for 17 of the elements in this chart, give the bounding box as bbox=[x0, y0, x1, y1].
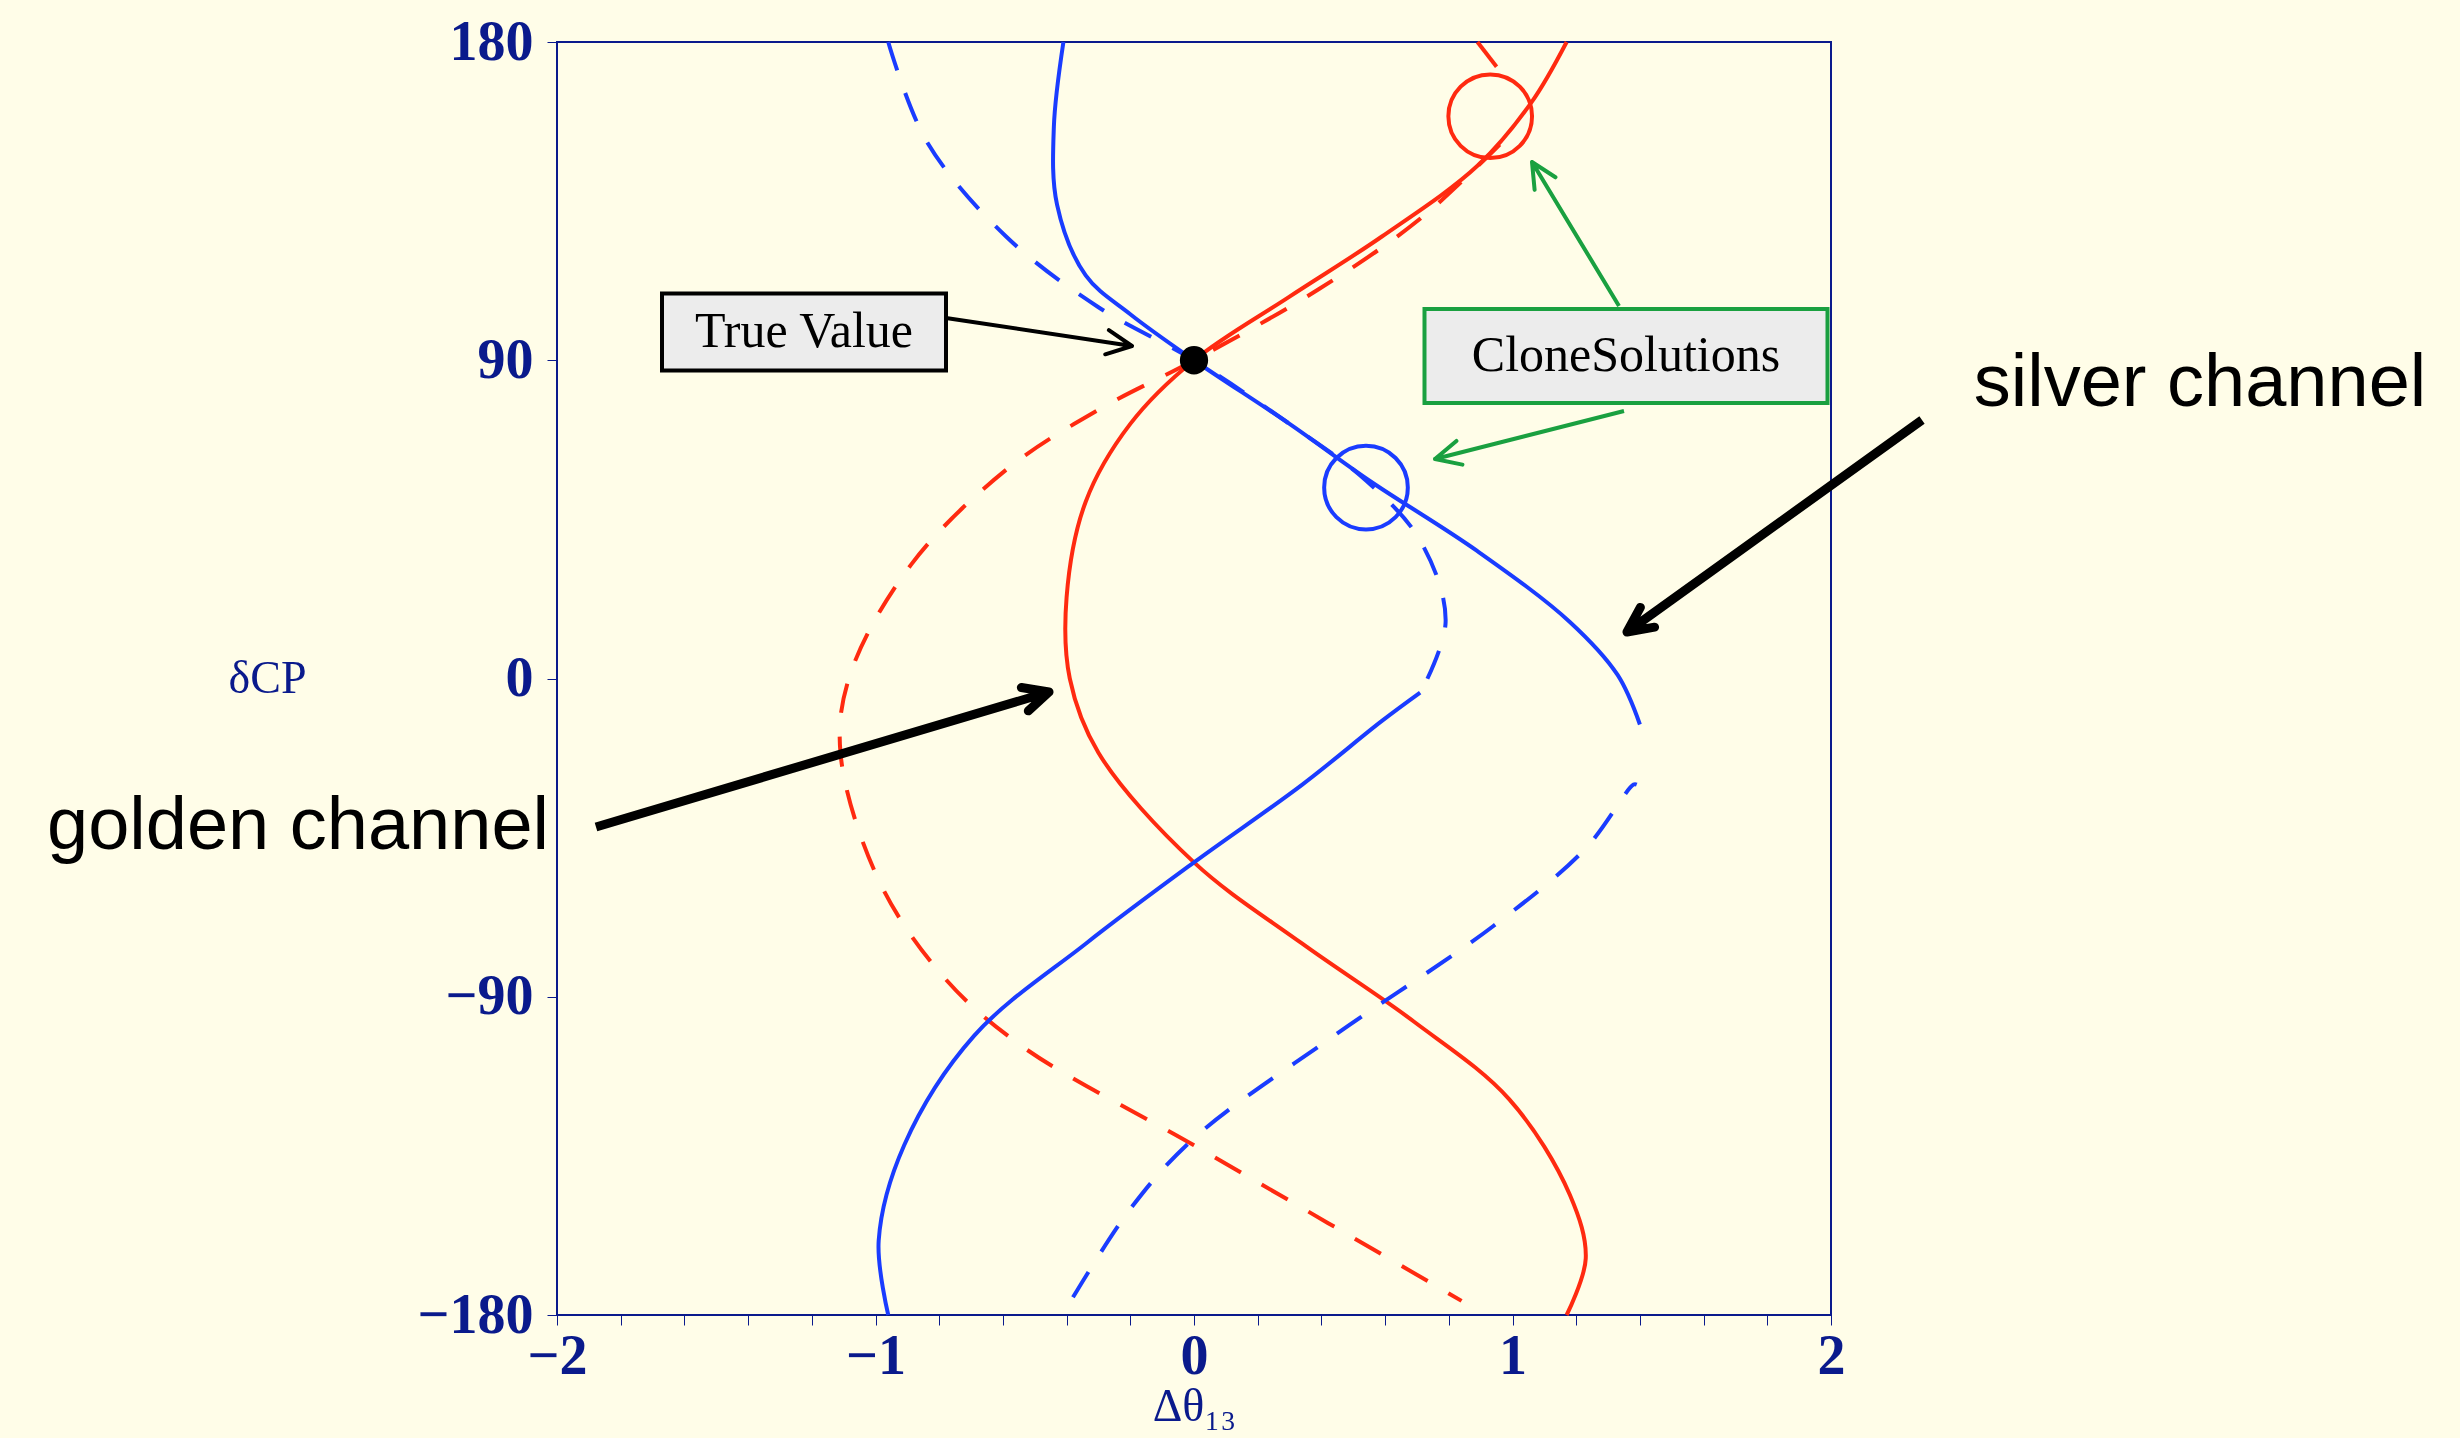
y-tick-label: 90 bbox=[477, 327, 534, 390]
y-tick-label: 180 bbox=[449, 9, 534, 72]
point bbox=[1446, 72, 1535, 161]
x-tick-label: 2 bbox=[1817, 1323, 1846, 1386]
line-series bbox=[1070, 782, 1639, 1300]
annotation: True Value bbox=[694, 302, 914, 358]
line-series bbox=[876, 690, 1423, 1317]
y-tick-label: −90 bbox=[445, 964, 534, 1027]
point bbox=[1179, 346, 1209, 375]
annotation: CloneSolutions bbox=[1471, 326, 1781, 382]
y-tick-label: 0 bbox=[505, 646, 534, 708]
x-tick-label: −1 bbox=[846, 1323, 906, 1386]
text: golden channel bbox=[47, 782, 549, 865]
y-axis-title: δCP bbox=[228, 652, 307, 703]
text: silver channel bbox=[1973, 339, 2427, 422]
x-tick-label: 1 bbox=[1499, 1323, 1527, 1386]
point bbox=[1322, 443, 1410, 532]
